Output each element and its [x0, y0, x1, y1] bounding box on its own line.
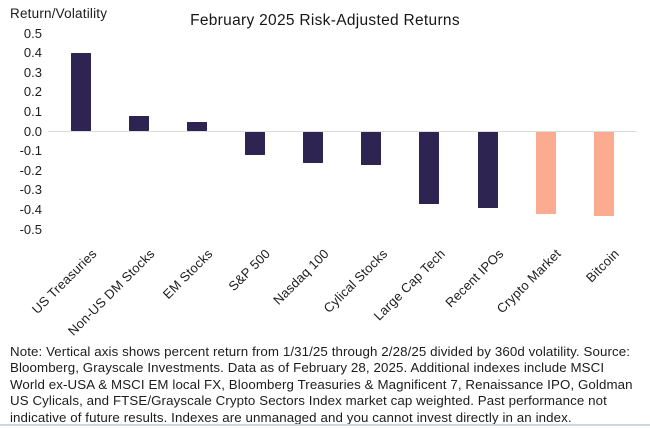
chart-title: February 2025 Risk-Adjusted Returns: [190, 12, 460, 29]
bar-large-cap-tech: [419, 131, 440, 205]
y-tick-label: 0.0: [23, 123, 42, 139]
y-tick-label: 0.2: [23, 84, 42, 100]
y-tick-label: 0.1: [23, 103, 42, 119]
bar-s-p-500: [244, 131, 265, 156]
y-tick-label: -0.5: [19, 221, 42, 237]
bar-non-us-dm-stocks: [128, 115, 149, 132]
x-label-nasdaq-100: Nasdaq 100: [270, 246, 332, 308]
x-label-recent-ipos: Recent IPOs: [441, 246, 507, 311]
bar-crypto-market: [535, 131, 556, 214]
bar-bitcoin: [593, 131, 614, 216]
x-label-em-stocks: EM Stocks: [159, 246, 216, 302]
bar-nasdaq-100: [303, 131, 324, 163]
footnote-text: Note: Vertical axis shows percent return…: [10, 344, 633, 425]
y-tick-label: 0.3: [23, 64, 42, 80]
x-label-bitcoin: Bitcoin: [583, 246, 623, 286]
y-tick-label: -0.4: [19, 201, 42, 217]
bottom-divider: [0, 424, 650, 426]
y-tick-label: 0.5: [23, 25, 42, 41]
bar-em-stocks: [186, 121, 207, 132]
x-axis-zero-line: [48, 130, 637, 133]
y-axis-title: Return/Volatility: [10, 6, 108, 21]
y-tick-label: -0.2: [19, 162, 42, 178]
bar-cylical-stocks: [361, 131, 382, 165]
bar-recent-ipos: [477, 131, 498, 208]
y-tick-label: -0.1: [19, 143, 42, 159]
bar-us-treasuries: [70, 53, 91, 132]
y-tick-label: -0.3: [19, 182, 42, 198]
x-label-s-p-500: S&P 500: [225, 246, 274, 294]
y-tick-label: 0.4: [23, 45, 42, 61]
